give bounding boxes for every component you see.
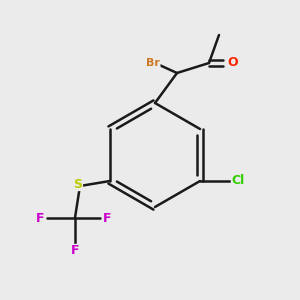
Text: F: F <box>36 212 44 224</box>
Text: O: O <box>228 56 238 70</box>
Text: F: F <box>103 212 111 224</box>
Text: Cl: Cl <box>231 175 245 188</box>
Text: F: F <box>71 244 79 257</box>
Text: Br: Br <box>146 58 160 68</box>
Text: S: S <box>74 178 82 190</box>
